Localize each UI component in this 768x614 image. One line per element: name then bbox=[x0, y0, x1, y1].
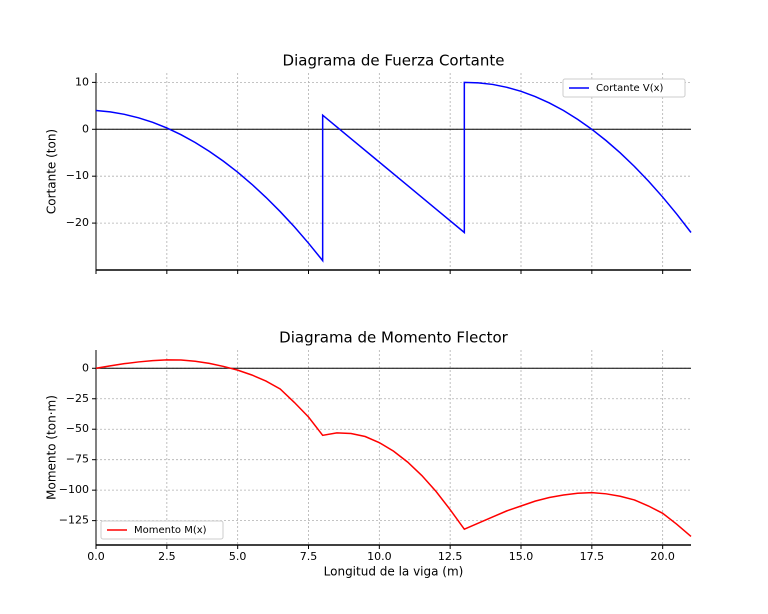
chart-title: Diagrama de Momento Flector bbox=[279, 329, 509, 347]
y-tick-label: 0 bbox=[82, 122, 89, 135]
y-axis-label: Momento (ton·m) bbox=[45, 395, 59, 500]
y-tick-label: −75 bbox=[66, 453, 89, 466]
legend-label: Momento M(x) bbox=[134, 525, 207, 536]
y-tick-label: −100 bbox=[59, 483, 89, 496]
series-line bbox=[95, 359, 692, 538]
chart-title: Diagrama de Fuerza Cortante bbox=[283, 52, 505, 70]
y-tick-label: 0 bbox=[82, 361, 89, 374]
x-tick-label: 7.5 bbox=[300, 550, 318, 563]
y-axis-label: Cortante (ton) bbox=[45, 129, 59, 214]
x-tick-label: 20.0 bbox=[650, 550, 675, 563]
y-tick-label: −125 bbox=[59, 514, 89, 527]
legend-box bbox=[562, 78, 686, 98]
x-tick-label: 2.5 bbox=[158, 550, 176, 563]
x-axis-label: Longitud de la viga (m) bbox=[324, 565, 464, 579]
legend-label: Cortante V(x) bbox=[596, 83, 664, 94]
legend-box bbox=[100, 520, 224, 540]
x-tick-label: 15.0 bbox=[509, 550, 534, 563]
y-tick-label: 10 bbox=[75, 75, 89, 88]
x-tick-label: 17.5 bbox=[580, 550, 605, 563]
x-tick-label: 10.0 bbox=[367, 550, 392, 563]
y-tick-label: −20 bbox=[66, 216, 89, 229]
x-tick-label: 0.0 bbox=[87, 550, 105, 563]
x-tick-label: 5.0 bbox=[229, 550, 247, 563]
y-tick-label: −10 bbox=[66, 169, 89, 182]
x-tick-label: 12.5 bbox=[438, 550, 463, 563]
series-line bbox=[95, 81, 692, 263]
y-tick-label: −50 bbox=[66, 422, 89, 435]
y-tick-label: −25 bbox=[66, 392, 89, 405]
